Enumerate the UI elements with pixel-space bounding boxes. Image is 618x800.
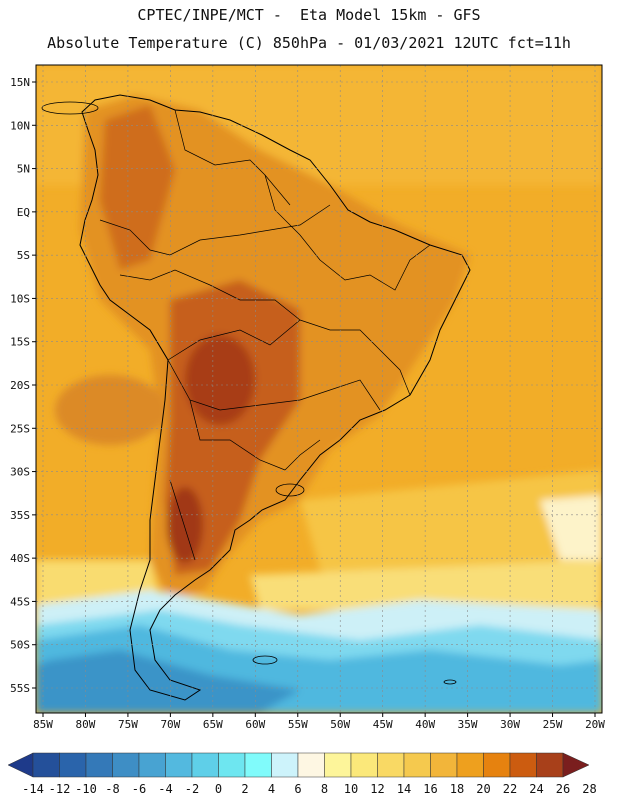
hot-spot-patagonia [167, 487, 203, 563]
lat-label: 15N [10, 76, 30, 89]
lat-label: 15S [10, 336, 30, 349]
colorbar-label: 18 [450, 782, 464, 796]
lon-label: 25W [543, 718, 563, 731]
colorbar-cell [165, 752, 193, 778]
colorbar-cell [218, 752, 246, 778]
lat-label: 10N [10, 119, 30, 132]
lon-label: 35W [458, 718, 478, 731]
colorbar-label: 6 [294, 782, 301, 796]
lat-label: 55S [10, 682, 30, 695]
lat-label: 30S [10, 466, 30, 479]
colorbar-label: 28 [582, 782, 596, 796]
lon-label: 75W [118, 718, 138, 731]
colorbar-label: 20 [476, 782, 490, 796]
colorbar-label: 0 [215, 782, 222, 796]
colorbar-label: 24 [529, 782, 543, 796]
south-georgia [443, 679, 457, 685]
colorbar-label: 26 [556, 782, 570, 796]
lon-label: 70W [160, 718, 180, 731]
colorbar-label: -10 [75, 782, 97, 796]
colorbar-label: -6 [132, 782, 146, 796]
caribbean-islands [41, 101, 99, 115]
lat-label: EQ [17, 206, 30, 219]
colorbar-label: -2 [185, 782, 199, 796]
colorbar-cell [85, 752, 113, 778]
colorbar-label: 14 [397, 782, 411, 796]
colorbar-cells [7, 752, 590, 778]
country-borders [99, 109, 431, 561]
colorbar-label: 12 [370, 782, 384, 796]
coldest-area [36, 650, 300, 713]
colorbar-min-arrow [7, 752, 34, 778]
falkland-islands [252, 655, 278, 665]
colorbar-cell [509, 752, 537, 778]
colorbar-cell [191, 752, 219, 778]
latitude-labels: 15N 10N 5N EQ 5S 10S 15S 20S 25S 30S 35S 40S 45S 50S 5… [10, 76, 36, 695]
colorbar-cell [483, 752, 511, 778]
lon-label: 45W [373, 718, 393, 731]
lon-label: 85W [33, 718, 53, 731]
lon-label: 55W [288, 718, 308, 731]
colorbar-label: -8 [105, 782, 119, 796]
lon-label: 40W [415, 718, 435, 731]
east-pale-patch [540, 495, 602, 560]
colorbar-label: -4 [158, 782, 172, 796]
colorbar-cell [271, 752, 299, 778]
temperature-field [36, 65, 602, 713]
colorbar-label: 16 [423, 782, 437, 796]
colorbar-label: 8 [321, 782, 328, 796]
lagoon-outline [275, 483, 305, 497]
lat-label: 5N [17, 163, 30, 176]
longitude-labels: 85W 80W 75W 70W 65W 60W 55W 50W 45W 40W 35W 30W 25W 2… [33, 713, 605, 731]
andes-north-warm [100, 105, 175, 270]
colorbar-label: 2 [241, 782, 248, 796]
colorbar-label: 10 [344, 782, 358, 796]
colorbar-cell [403, 752, 431, 778]
colorbar-cell [138, 752, 166, 778]
colorbar-cell [430, 752, 458, 778]
lat-label: 20S [10, 379, 30, 392]
lon-label: 20W [585, 718, 605, 731]
lon-label: 30W [500, 718, 520, 731]
lat-label: 40S [10, 552, 30, 565]
pacific-warm-area [55, 375, 165, 445]
colorbar-cell [350, 752, 378, 778]
colorbar-label: -12 [49, 782, 71, 796]
colorbar-labels: -14 -12 -10 -8 -6 -4 -2 0 2 4 6 8 10 12 14 16 18 20 22 24 26… [22, 782, 597, 796]
hot-spot-chaco [185, 335, 255, 425]
colorbar-label: 4 [268, 782, 275, 796]
map-frame [35, 64, 603, 714]
colorbar-cell [297, 752, 325, 778]
lat-label: 50S [10, 639, 30, 652]
colorbar-cell [456, 752, 484, 778]
colorbar-max-arrow [562, 752, 590, 778]
map-subtitle: Absolute Temperature (C) 850hPa - 01/03/… [47, 34, 571, 52]
map-grid [36, 65, 602, 713]
colorbar-cell [377, 752, 405, 778]
colorbar-label: -14 [22, 782, 44, 796]
colorbar-cell [59, 752, 87, 778]
lat-label: 25S [10, 422, 30, 435]
lon-label: 60W [245, 718, 265, 731]
colorbar-cell [536, 752, 564, 778]
lat-label: 35S [10, 509, 30, 522]
map-title: CPTEC/INPE/MCT - Eta Model 15km - GFS [137, 6, 481, 24]
continent-coastline [79, 94, 471, 701]
colorbar-cell [32, 752, 60, 778]
colorbar-label: 22 [503, 782, 517, 796]
lat-label: 5S [17, 249, 30, 262]
colorbar-cell [112, 752, 140, 778]
colorbar-cell [244, 752, 272, 778]
lat-label: 45S [10, 595, 30, 608]
lon-label: 65W [203, 718, 223, 731]
colorbar-cell [324, 752, 352, 778]
lon-label: 50W [330, 718, 350, 731]
lon-label: 80W [76, 718, 96, 731]
lat-label: 10S [10, 292, 30, 305]
